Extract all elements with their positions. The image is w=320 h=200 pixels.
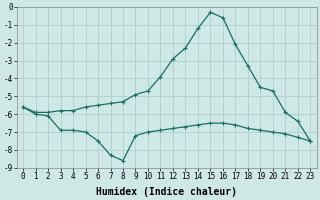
X-axis label: Humidex (Indice chaleur): Humidex (Indice chaleur) xyxy=(96,186,237,197)
